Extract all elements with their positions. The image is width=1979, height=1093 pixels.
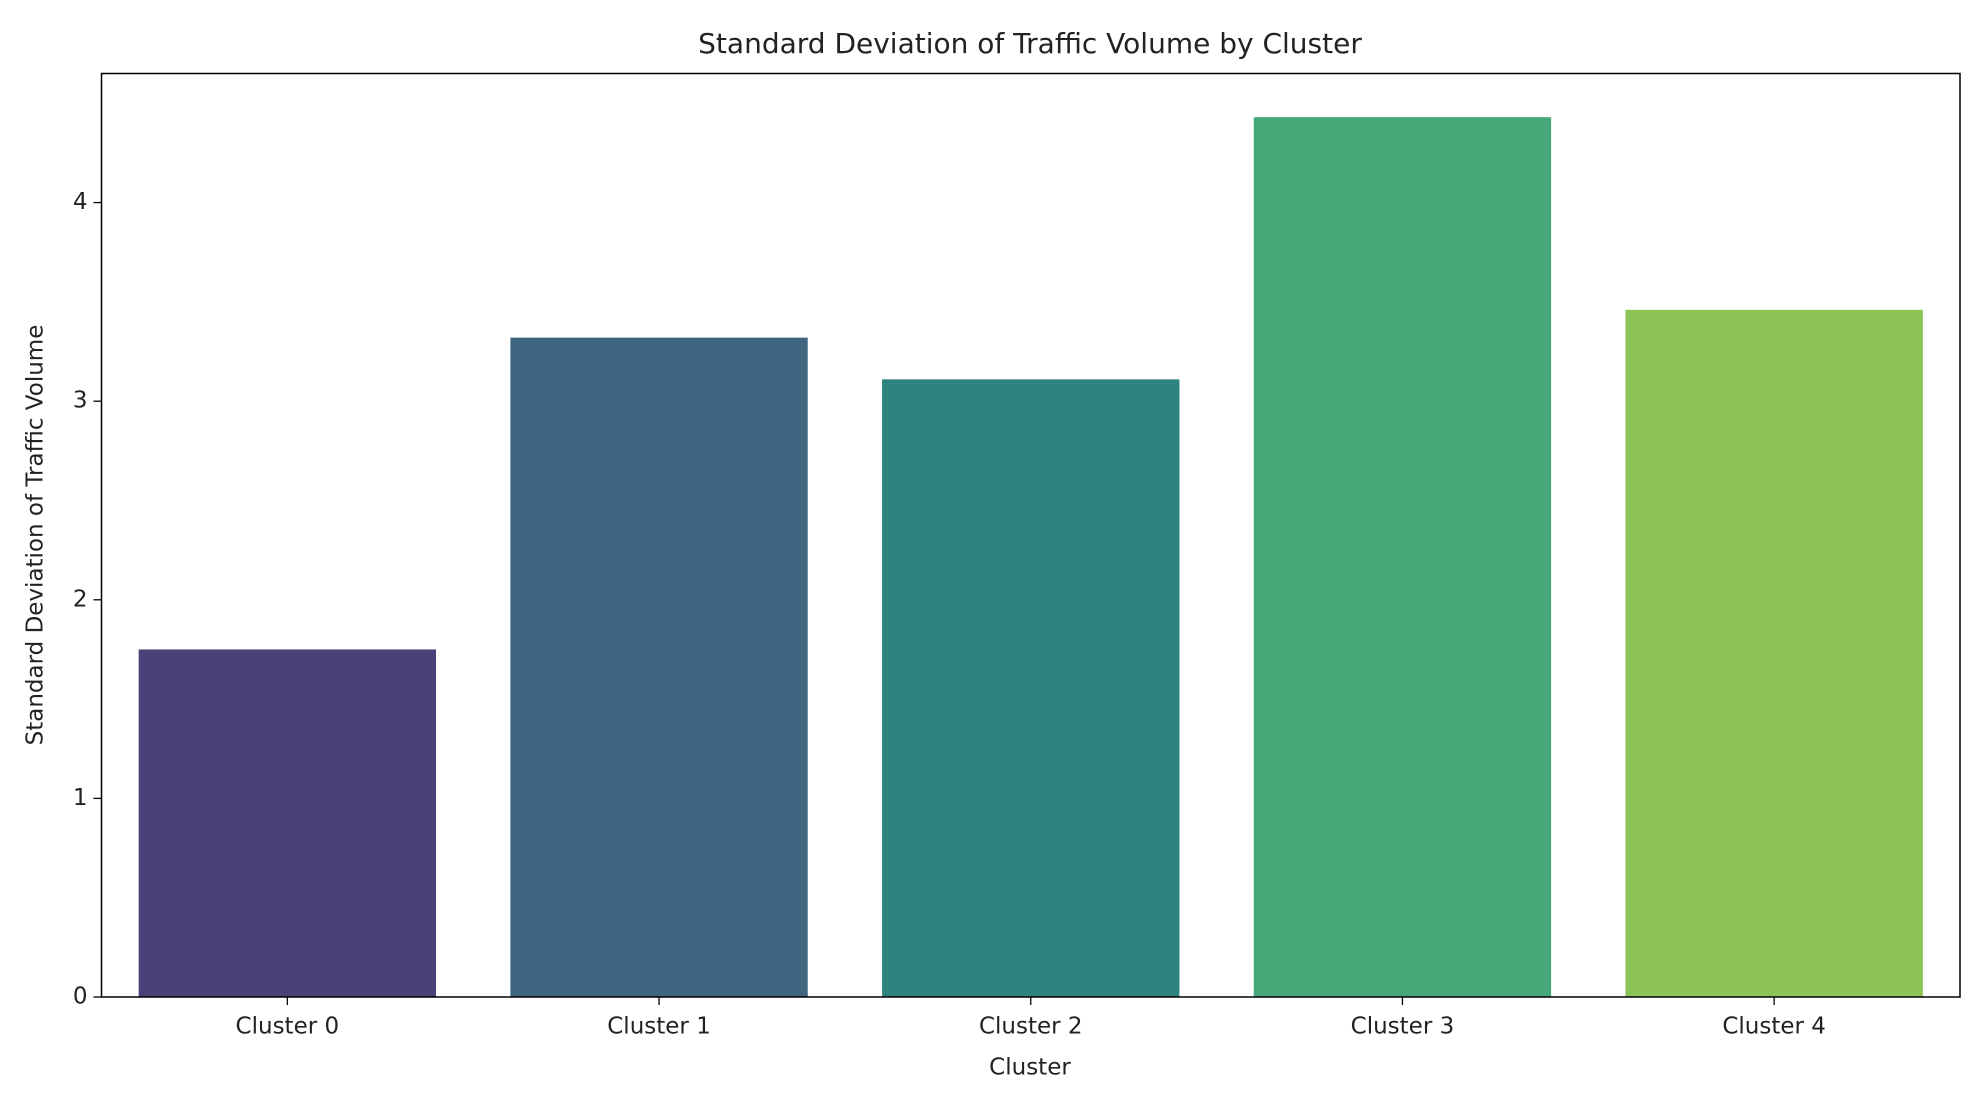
bar xyxy=(510,337,808,997)
x-tick-label: Cluster 3 xyxy=(1351,1014,1455,1040)
x-tick-label: Cluster 1 xyxy=(607,1014,711,1040)
bar xyxy=(1625,309,1923,997)
bar xyxy=(882,379,1180,998)
x-tick-label: Cluster 2 xyxy=(979,1014,1083,1040)
bar xyxy=(1253,117,1552,997)
y-tick-label: 3 xyxy=(73,388,88,414)
y-tick-label: 1 xyxy=(73,785,88,811)
y-tick-label: 2 xyxy=(73,586,88,612)
y-tick-label: 4 xyxy=(73,189,88,215)
x-axis-label: Cluster xyxy=(989,1055,1071,1081)
plot-frame xyxy=(100,72,1961,998)
y-axis-label: Standard Deviation of Traffic Volume xyxy=(23,325,49,746)
bar xyxy=(138,649,437,997)
x-tick-label: Cluster 0 xyxy=(236,1014,340,1040)
chart-title: Standard Deviation of Traffic Volume by … xyxy=(698,27,1362,60)
y-tick-label: 0 xyxy=(73,984,88,1010)
x-tick-label: Cluster 4 xyxy=(1722,1014,1826,1040)
